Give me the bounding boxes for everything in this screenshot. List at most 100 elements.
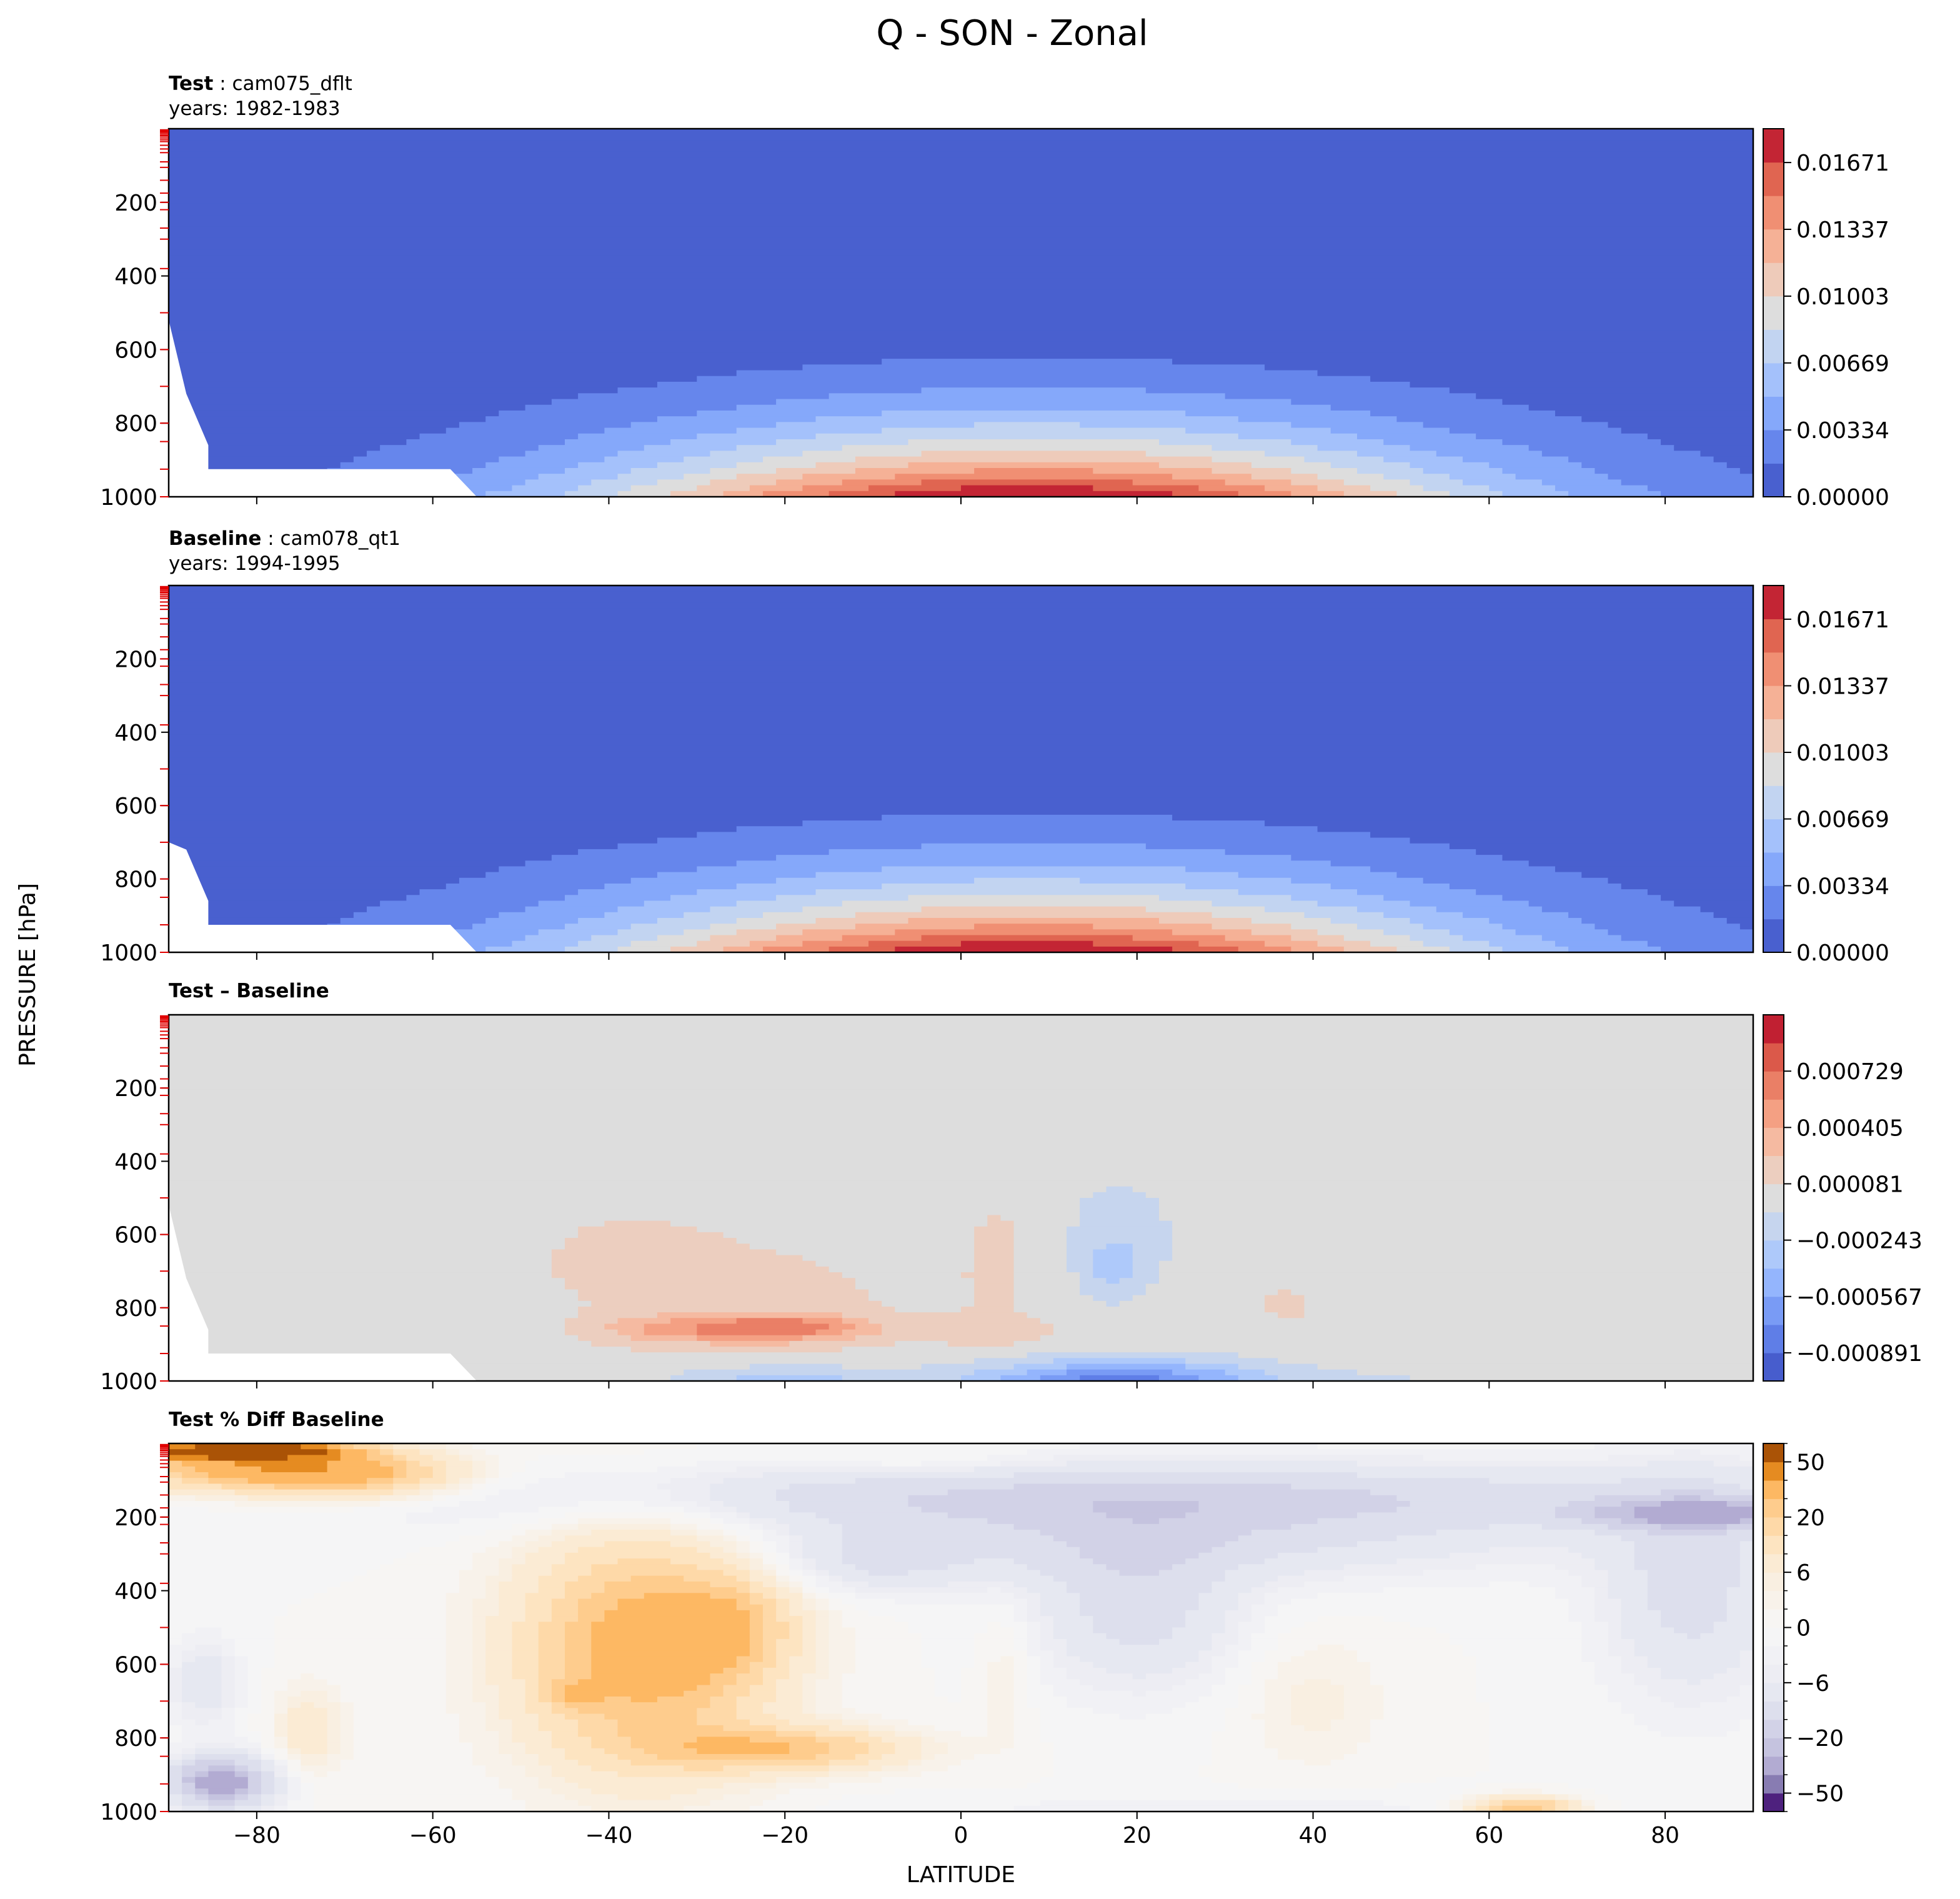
contour-cell: [445, 1616, 473, 1622]
contour-cell: [499, 1708, 526, 1715]
contour-cell: [763, 1702, 803, 1708]
contour-cell: [763, 1633, 790, 1640]
contour-cell: [578, 462, 658, 469]
contour-cell: [182, 1777, 196, 1783]
contour-cell: [169, 232, 1753, 239]
contour-cell: [684, 929, 737, 936]
contour-cell: [1555, 1564, 1595, 1571]
contour-cell: [1555, 1805, 1569, 1812]
contour-cell: [1463, 456, 1569, 463]
contour-cell: [1608, 929, 1753, 936]
contour-cell: [1396, 1507, 1556, 1513]
contour-cell: [1185, 1358, 1278, 1365]
contour-cell: [921, 1633, 975, 1640]
contour-cell: [736, 474, 803, 480]
contour-cell: [512, 1552, 526, 1559]
contour-cell: [1634, 1507, 1753, 1513]
contour-cell: [1013, 1238, 1067, 1244]
contour-cell: [578, 1731, 619, 1737]
contour-cell: [842, 900, 1213, 907]
contour-cell: [169, 1760, 182, 1766]
contour-cell: [1621, 1610, 1661, 1617]
contour-cell: [1502, 895, 1661, 902]
contour-cell: [445, 1633, 473, 1640]
contour-cell: [274, 1731, 288, 1737]
contour-cell: [234, 1685, 249, 1692]
contour-cell: [1291, 439, 1384, 446]
contour-cell: [472, 1679, 486, 1686]
contour-cell: [1383, 1708, 1490, 1715]
contour-cell: [1265, 451, 1358, 457]
contour-cell: [182, 1794, 196, 1801]
contour-cell: [1304, 1295, 1753, 1302]
contour-cell: [1278, 1633, 1450, 1640]
contour-cell: [815, 1777, 882, 1783]
contour-cell: [1608, 1575, 1648, 1582]
contour-cell: [1661, 1622, 1714, 1628]
contour-cell: [169, 422, 460, 429]
contour-cell: [736, 1598, 750, 1605]
contour-cell: [1449, 427, 1622, 434]
contour-cell: [327, 1713, 341, 1720]
contour-cell: [485, 1638, 513, 1645]
contour-cell: [169, 1737, 182, 1743]
contour-cell: [169, 278, 1753, 285]
contour-cell: [908, 1622, 988, 1628]
contour-cell: [670, 1495, 711, 1502]
contour-cell: [169, 307, 1753, 314]
contour-cell: [802, 1581, 817, 1588]
contour-cell: [578, 393, 830, 400]
contour-cell: [169, 1656, 182, 1663]
contour-cell: [538, 1662, 565, 1668]
colorbar-swatch: [1763, 1517, 1784, 1536]
contour-cell: [169, 341, 1753, 348]
contour-cell: [974, 1278, 1015, 1284]
contour-cell: [1238, 1535, 1397, 1542]
contour-cell: [1449, 387, 1753, 394]
contour-cell: [1080, 1598, 1199, 1605]
contour-cell: [749, 1244, 975, 1250]
contour-cell: [1357, 1650, 1463, 1657]
contour-cell: [776, 399, 1291, 406]
contour-cell: [591, 1530, 671, 1536]
contour-cell: [1568, 1501, 1622, 1507]
contour-cell: [445, 1443, 473, 1450]
contour-cell: [776, 1564, 790, 1571]
contour-cell: [1317, 445, 1411, 451]
contour-cell: [499, 1472, 513, 1478]
contour-cell: [749, 1638, 764, 1645]
colorbar-swatch: [1763, 296, 1784, 330]
contour-cell: [670, 1489, 711, 1496]
contour-cell: [485, 1466, 499, 1473]
contour-cell: [234, 1650, 275, 1657]
contour-cell: [314, 1805, 526, 1812]
contour-cell: [1198, 1375, 1239, 1381]
contour-cell: [776, 1656, 790, 1663]
colorbar-tick-label: 20: [1796, 1505, 1825, 1531]
contour-cell: [565, 1633, 592, 1640]
contour-cell: [1211, 1748, 1278, 1755]
contour-cell: [208, 1800, 236, 1807]
contour-cell: [855, 1645, 922, 1651]
contour-cell: [908, 895, 1160, 902]
contour-cell: [169, 1667, 182, 1674]
contour-cell: [1093, 1249, 1133, 1256]
contour-cell: [736, 1512, 750, 1519]
contour-cell: [1265, 1685, 1291, 1692]
contour-cell: [736, 1708, 764, 1715]
contour-cell: [169, 1066, 1753, 1073]
contour-cell: [1634, 1679, 1688, 1686]
contour-cell: [499, 1748, 526, 1755]
y-tick-label: 400: [114, 1149, 157, 1175]
colorbar-swatch: [1763, 1155, 1784, 1185]
contour-cell: [1040, 1570, 1120, 1577]
contour-cell: [1211, 445, 1318, 451]
contour-cell: [499, 1564, 513, 1571]
contour-cell: [1211, 467, 1291, 474]
contour-cell: [1291, 1713, 1345, 1720]
contour-cell: [169, 174, 1753, 181]
contour-cell: [1211, 1656, 1239, 1663]
contour-cell: [1238, 433, 1358, 440]
contour-cell: [169, 393, 579, 400]
contour-cell: [1159, 439, 1291, 446]
